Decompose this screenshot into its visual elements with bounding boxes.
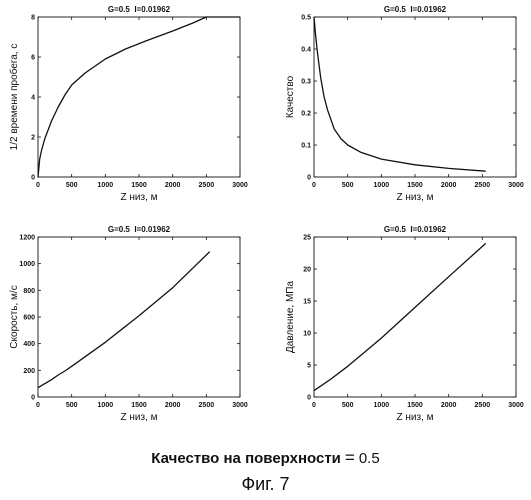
x-tick-label: 1000 [98, 182, 114, 189]
caption-value: 0.5 [359, 450, 380, 467]
x-tick-label: 1500 [131, 402, 147, 409]
x-tick-label: 2000 [165, 402, 181, 409]
x-tick-label: 500 [66, 402, 78, 409]
y-tick-label: 0.2 [301, 111, 311, 118]
plot-frame [38, 237, 240, 397]
figure-label: Фиг. 7 [0, 474, 531, 495]
x-axis-label: Z низ, м [396, 192, 433, 203]
x-axis-label: Z низ, м [120, 412, 157, 423]
x-tick-label: 3000 [508, 182, 524, 189]
x-tick-label: 2500 [475, 402, 491, 409]
x-tick-label: 500 [342, 182, 354, 189]
y-tick-label: 4 [31, 95, 35, 102]
figure: 05001000150020002500300002468G=0.5 I=0.0… [0, 0, 531, 445]
chart-pressure: 0 500 1000 1500 2000 2500 3000 0 5 10 15 20 25 G=0.5 … [285, 225, 524, 423]
chart-velocity: 0 500 1000 1500 2000 2500 3000 0 200 400 600 800 100… [9, 225, 248, 423]
y-tick-label: 5 [307, 363, 311, 370]
y-tick-label: 0 [31, 395, 35, 402]
x-tick-label: 0 [312, 402, 316, 409]
y-tick-label: 8 [31, 15, 35, 22]
chart-title: G=0.5 I=0.01962 [384, 5, 447, 14]
y-tick-label: 1200 [19, 235, 35, 242]
plot-frame [38, 17, 240, 177]
x-tick-label: 0 [36, 182, 40, 189]
x-tick-label: 3000 [232, 182, 248, 189]
x-tick-label: 0 [312, 182, 316, 189]
x-tick-label: 3000 [232, 402, 248, 409]
x-tick-label: 1000 [374, 182, 390, 189]
chart-title: G=0.5 I=0.01962 [108, 225, 171, 234]
plot-frame [314, 237, 516, 397]
x-tick-label: 1000 [98, 402, 114, 409]
y-tick-label: 20 [303, 267, 311, 274]
y-axis-label: Давление, МПа [285, 281, 296, 354]
caption-label: Качество на поверхности [151, 450, 341, 467]
x-tick-label: 2000 [441, 402, 457, 409]
x-axis-label: Z низ, м [120, 192, 157, 203]
x-tick-label: 2500 [199, 182, 215, 189]
chart-title: G=0.5 I=0.01962 [108, 5, 171, 14]
x-tick-label: 1500 [131, 182, 147, 189]
series-line [314, 17, 486, 171]
y-axis-label: Качество [285, 75, 296, 118]
y-tick-label: 0 [307, 175, 311, 182]
y-tick-label: 200 [23, 368, 35, 375]
x-tick-label: 2000 [165, 182, 181, 189]
y-tick-label: 400 [23, 341, 35, 348]
y-tick-label: 10 [303, 331, 311, 338]
x-tick-label: 1500 [407, 402, 423, 409]
series-line [38, 252, 210, 388]
y-tick-label: 6 [31, 55, 35, 62]
chart-half-run-time: 0 500 1000 1500 2000 2500 3000 0 2 4 6 8 G=0.5 I=0.0… [8, 5, 248, 203]
y-tick-label: 0.3 [301, 79, 311, 86]
y-axis-label: 1/2 времени пробега, с [8, 44, 20, 151]
x-axis-label: Z низ, м [396, 412, 433, 423]
y-tick-label: 0 [31, 175, 35, 182]
x-tick-label: 1500 [407, 182, 423, 189]
x-tick-label: 2500 [475, 182, 491, 189]
series-line [38, 17, 240, 177]
x-tick-label: 3000 [508, 402, 524, 409]
y-axis-label: Скорость, м/с [9, 285, 20, 348]
y-tick-label: 25 [303, 235, 311, 242]
caption-equals: = [345, 448, 355, 467]
y-tick-label: 0 [307, 395, 311, 402]
x-tick-label: 500 [342, 402, 354, 409]
y-tick-label: 15 [303, 299, 311, 306]
y-tick-label: 0.4 [301, 47, 311, 54]
x-tick-label: 2000 [441, 182, 457, 189]
chart-quality: 0 500 1000 1500 2000 2500 3000 0 0.1 0.2 0.3 0.4 0.5… [285, 5, 524, 203]
y-tick-label: 2 [31, 135, 35, 142]
y-tick-label: 0.5 [301, 15, 311, 22]
y-tick-label: 800 [23, 288, 35, 295]
x-tick-label: 1000 [374, 402, 390, 409]
chart-title: G=0.5 I=0.01962 [384, 225, 447, 234]
x-tick-label: 2500 [199, 402, 215, 409]
surface-quality-caption: Качество на поверхности=0.5 [0, 448, 531, 468]
x-tick-label: 0 [36, 402, 40, 409]
y-tick-label: 1000 [19, 261, 35, 268]
plot-frame [314, 17, 516, 177]
series-line [314, 243, 486, 390]
y-tick-label: 0.1 [301, 143, 311, 150]
x-tick-label: 500 [66, 182, 78, 189]
y-tick-label: 600 [23, 315, 35, 322]
